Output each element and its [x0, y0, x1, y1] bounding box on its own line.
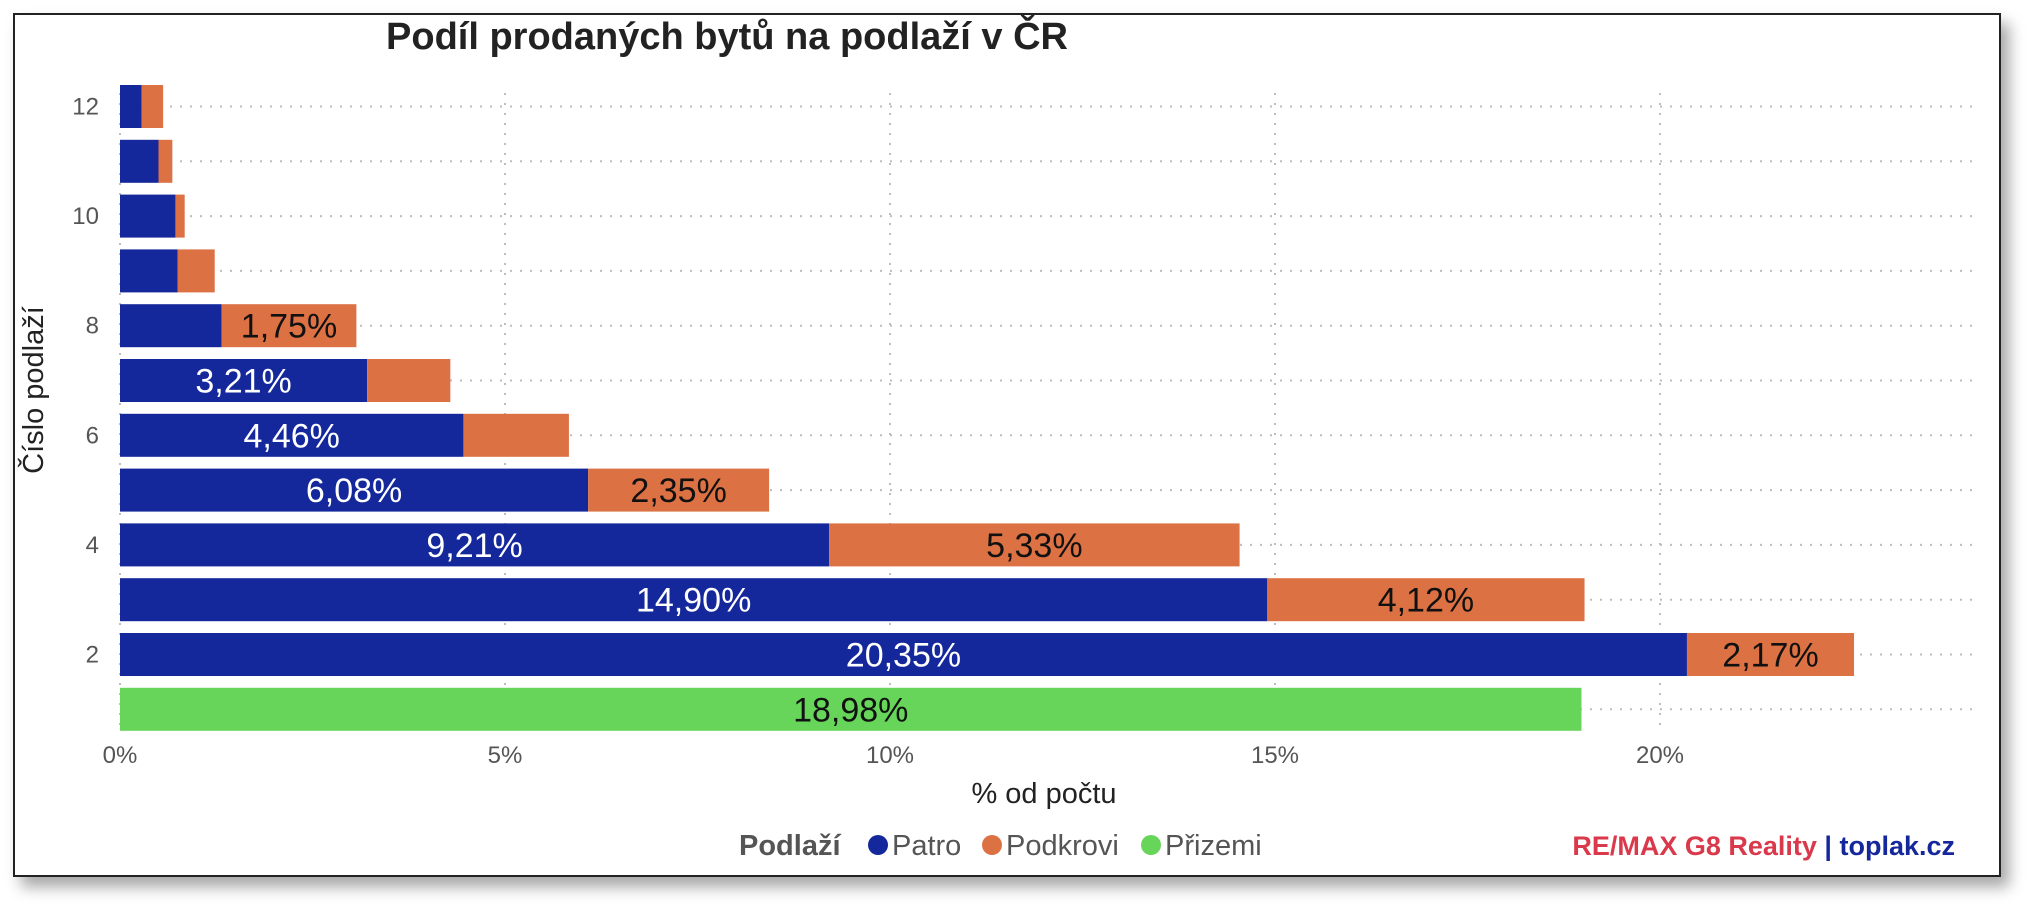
y-tick-label: 12	[72, 94, 99, 121]
bar-podkrovi	[367, 359, 451, 402]
bar-patro	[120, 194, 176, 238]
bar-podkrovi	[463, 413, 569, 457]
bar-patro	[120, 85, 142, 128]
bar-patro	[120, 633, 1687, 676]
y-axis-label: Číslo podlaží	[16, 306, 50, 474]
bar-value-label: 5,33%	[986, 527, 1082, 565]
legend-swatch-patro	[868, 835, 888, 855]
bar-podkrovi	[1686, 633, 1855, 676]
x-tick-label: 5%	[488, 742, 523, 769]
bar-patro	[120, 249, 178, 293]
watermark: RE/MAX G8 Reality | toplak.cz	[1572, 831, 1955, 861]
y-tick-label: 8	[86, 313, 99, 340]
bar-value-label: 1,75%	[241, 308, 337, 346]
legend-title: Podlaží	[739, 830, 841, 862]
bar-patro	[120, 578, 1268, 622]
bar-podkrovi	[141, 85, 164, 128]
bar-value-label: 2,17%	[1722, 637, 1818, 675]
bar-podkrovi	[175, 194, 185, 238]
bar-patro	[120, 523, 830, 567]
bar-přizemi	[120, 687, 1582, 731]
y-tick-label: 2	[86, 642, 99, 669]
x-tick-label: 0%	[103, 742, 138, 769]
bar-patro	[120, 139, 159, 183]
bar-labels: 1,75% 3,21% 4,46% 6,08% 2,35% 9,21% 5,33% 14,90…	[195, 308, 1818, 730]
bar-podkrovi	[221, 304, 357, 348]
y-tick-label: 6	[86, 422, 99, 449]
legend: Podlaží Patro Podkrovi Přizemi	[739, 830, 1262, 862]
x-tick-label: 20%	[1636, 742, 1684, 769]
x-axis-ticks: 0% 5% 10% 15% 20%	[103, 742, 1684, 769]
legend-entry-podkrovi: Podkrovi	[1006, 830, 1119, 862]
bar-patro	[120, 304, 222, 348]
bar-patro	[120, 359, 368, 402]
bars	[120, 85, 1855, 731]
bar-value-label: 9,21%	[426, 527, 522, 565]
y-axis-ticks: 12 10 8 6 4 2	[72, 94, 99, 669]
chart-title: Podíl prodaných bytů na podlaží v ČR	[386, 15, 1068, 58]
chart-svg: Podíl prodaných bytů na podlaží v ČR 1,7…	[16, 15, 1973, 862]
bar-podkrovi	[1267, 578, 1585, 622]
legend-entry-patro: Patro	[892, 830, 961, 862]
chart-frame: Podíl prodaných bytů na podlaží v ČR 1,7…	[13, 13, 2001, 877]
bar-value-label: 4,12%	[1378, 582, 1474, 620]
x-tick-label: 15%	[1251, 742, 1299, 769]
bar-podkrovi	[177, 249, 215, 293]
bar-value-label: 14,90%	[636, 582, 751, 620]
legend-swatch-podkrovi	[982, 835, 1002, 855]
bar-patro	[120, 468, 589, 512]
bar-value-label: 20,35%	[846, 637, 961, 675]
bar-podkrovi	[158, 139, 173, 183]
legend-entry-prizemi: Přizemi	[1165, 830, 1262, 862]
watermark-toplak: toplak.cz	[1839, 831, 1955, 861]
watermark-remax: RE/MAX G8 Reality	[1572, 831, 1817, 861]
bar-value-label: 18,98%	[793, 691, 908, 729]
bar-patro	[120, 413, 464, 457]
gridlines	[119, 93, 1973, 733]
y-tick-label: 10	[72, 203, 99, 230]
bar-value-label: 2,35%	[630, 472, 726, 510]
bar-podkrovi	[829, 523, 1240, 567]
x-axis-label: % od počtu	[971, 778, 1116, 810]
watermark-separator: |	[1817, 831, 1840, 861]
bar-podkrovi	[588, 468, 770, 512]
bar-value-label: 3,21%	[195, 363, 291, 401]
bar-value-label: 4,46%	[244, 417, 340, 455]
y-tick-label: 4	[86, 532, 99, 559]
legend-swatch-prizemi	[1141, 835, 1161, 855]
x-tick-label: 10%	[866, 742, 914, 769]
bar-value-label: 6,08%	[306, 472, 402, 510]
